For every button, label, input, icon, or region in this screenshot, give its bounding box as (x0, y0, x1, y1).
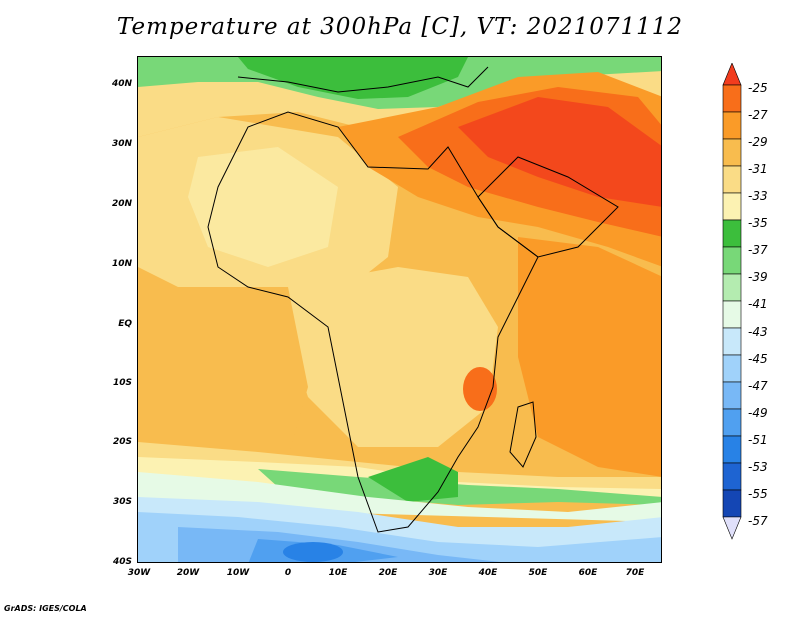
colorbar-label: -39 (748, 270, 768, 284)
colorbar-swatch (722, 435, 742, 464)
colorbar-swatch (722, 327, 742, 356)
lat-label-eq: EQ (118, 319, 132, 329)
colorbar-label: -33 (748, 189, 768, 203)
lat-label-20n: 20N (111, 199, 132, 209)
lon-label-0: 0 (284, 568, 292, 578)
colorbar-swatch (722, 165, 742, 194)
lat-label-10s: 10S (112, 378, 132, 388)
colorbar-label: -35 (748, 216, 768, 230)
footer-credit: GrADS: IGES/COLA (4, 604, 87, 613)
lon-label-10w: 10W (226, 568, 250, 578)
lon-label-10e: 10E (328, 568, 348, 578)
lat-label-20s: 20S (112, 437, 132, 447)
colorbar-swatch (722, 381, 742, 410)
lon-label-20e: 20E (378, 568, 398, 578)
colorbar-swatch (722, 273, 742, 302)
colorbar-label: -53 (748, 460, 768, 474)
map-title: Temperature at 300hPa [C], VT: 202107111… (116, 14, 684, 40)
colorbar-bottom-arrow (722, 516, 742, 540)
colorbar-swatch (722, 489, 742, 518)
lat-label-30n: 30N (111, 139, 132, 149)
colorbar-label: -49 (748, 406, 768, 420)
colorbar (722, 63, 742, 540)
colorbar-swatch (722, 408, 742, 437)
colorbar-label: -31 (748, 162, 768, 176)
colorbar-swatch (722, 300, 742, 329)
lon-label-60e: 60E (578, 568, 598, 578)
map-panel (137, 56, 662, 563)
colorbar-swatch (722, 138, 742, 167)
colorbar-swatch (722, 354, 742, 383)
colorbar-label: -43 (748, 325, 768, 339)
colorbar-swatch (722, 84, 742, 113)
lon-label-20w: 20W (176, 568, 200, 578)
lon-label-70e: 70E (625, 568, 645, 578)
lat-label-40n: 40N (111, 79, 132, 89)
colorbar-label: -37 (748, 243, 768, 257)
colorbar-swatch (722, 246, 742, 275)
colorbar-label: -29 (748, 135, 768, 149)
colorbar-swatch (722, 192, 742, 221)
lon-label-30w: 30W (127, 568, 151, 578)
colorbar-swatch (722, 462, 742, 491)
colorbar-label: -41 (748, 297, 768, 311)
lon-label-40e: 40E (478, 568, 498, 578)
colorbar-top-arrow (722, 63, 742, 86)
colorbar-label: -25 (748, 81, 768, 95)
colorbar-swatch (722, 219, 742, 248)
temperature-field (138, 57, 661, 562)
colorbar-label: -45 (748, 352, 768, 366)
colorbar-swatch (722, 111, 742, 140)
colorbar-label: -51 (748, 433, 768, 447)
lat-label-40s: 40S (112, 557, 132, 567)
colorbar-label: -27 (748, 108, 768, 122)
colorbar-label: -57 (748, 514, 768, 528)
lat-label-10n: 10N (111, 259, 132, 269)
colorbar-label: -47 (748, 379, 768, 393)
lat-label-30s: 30S (112, 497, 132, 507)
lon-label-50e: 50E (528, 568, 548, 578)
colorbar-label: -55 (748, 487, 768, 501)
lon-label-30e: 30E (428, 568, 448, 578)
